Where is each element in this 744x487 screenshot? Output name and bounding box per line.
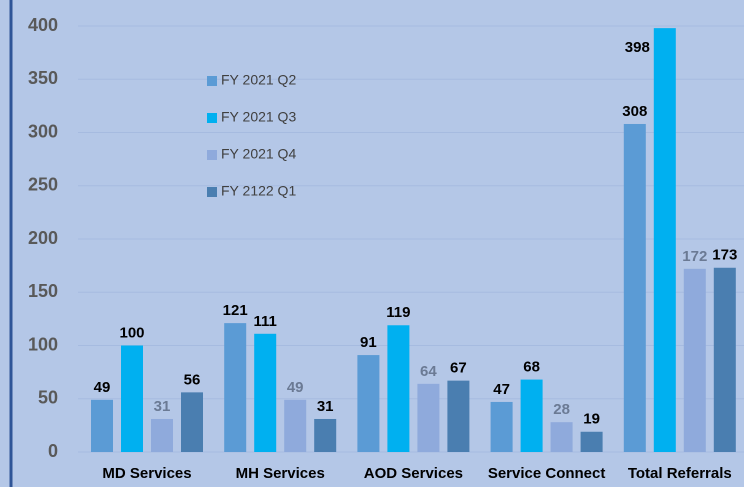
legend-label: FY 2122 Q1 [221, 183, 296, 199]
x-tick-label: MD Services [102, 465, 191, 482]
legend-swatch [207, 150, 217, 160]
data-label: 47 [493, 381, 510, 398]
bar [121, 345, 143, 452]
bar [550, 422, 573, 452]
y-tick-label: 300 [28, 121, 58, 141]
bar [580, 431, 603, 452]
bar [520, 379, 543, 452]
bar [254, 333, 277, 452]
data-label: 172 [682, 248, 707, 265]
legend-label: FY 2021 Q3 [221, 109, 296, 125]
data-label: 56 [184, 371, 201, 388]
bar [490, 401, 513, 452]
data-label: 49 [287, 379, 304, 396]
x-tick-label: MH Services [236, 465, 325, 482]
bar [284, 399, 307, 452]
data-label: 119 [386, 304, 410, 321]
data-label: 398 [625, 39, 650, 56]
x-tick-label: Service Connect [488, 465, 606, 482]
data-label: 64 [420, 363, 437, 380]
bar [181, 392, 203, 452]
x-tick-label: Total Referrals [628, 465, 732, 482]
data-label: 31 [317, 398, 334, 415]
bar [314, 418, 337, 452]
y-tick-label: 100 [28, 334, 58, 354]
data-label: 67 [450, 360, 467, 377]
bar [713, 267, 736, 452]
bar [417, 383, 440, 452]
y-tick-label: 150 [28, 281, 58, 301]
bar [151, 418, 173, 452]
legend-swatch [207, 187, 217, 197]
data-label: 121 [223, 302, 248, 319]
data-label: 19 [583, 411, 600, 428]
legend-label: FY 2021 Q2 [221, 72, 296, 88]
bar [91, 399, 113, 452]
bar [653, 28, 676, 452]
data-label: 308 [622, 103, 647, 120]
bar [683, 268, 706, 452]
data-label: 100 [119, 324, 144, 341]
bar [357, 355, 380, 452]
bar [387, 325, 410, 452]
y-tick-label: 350 [28, 68, 58, 88]
data-label: 49 [94, 379, 111, 396]
data-label: 68 [523, 359, 540, 376]
x-tick-label: AOD Services [364, 465, 463, 482]
data-label: 28 [553, 401, 570, 418]
y-tick-label: 250 [28, 175, 58, 195]
y-tick-label: 200 [28, 228, 58, 248]
data-label: 111 [254, 313, 277, 330]
y-tick-label: 50 [38, 388, 58, 408]
bar [224, 323, 247, 452]
data-label: 31 [154, 398, 171, 415]
y-tick-label: 400 [28, 15, 58, 35]
data-label: 91 [360, 334, 377, 351]
data-label: 173 [712, 247, 737, 264]
y-tick-label: 0 [48, 441, 58, 461]
legend-swatch [207, 113, 217, 123]
legend-swatch [207, 76, 217, 86]
bar [623, 123, 646, 452]
bar [447, 380, 470, 452]
legend-label: FY 2021 Q4 [221, 146, 296, 162]
